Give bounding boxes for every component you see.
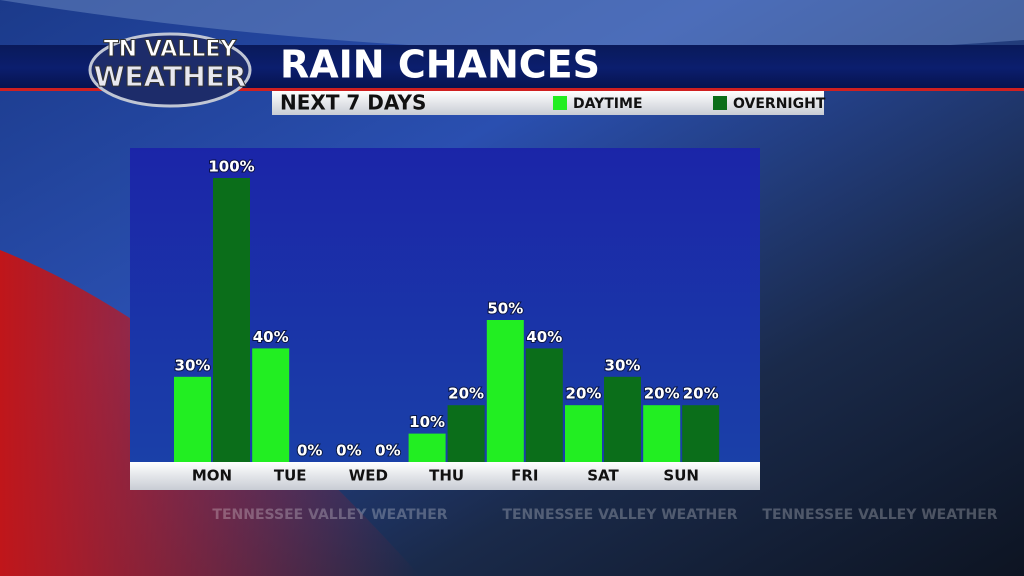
value-label: 0%	[297, 442, 322, 460]
bar	[565, 405, 602, 462]
bar	[525, 348, 563, 462]
x-tick-label: SUN	[663, 467, 699, 485]
x-tick-label: WED	[349, 467, 388, 485]
bar	[604, 376, 641, 462]
value-label: 20%	[644, 385, 680, 403]
value-label: 40%	[526, 328, 562, 346]
background-swoosh	[0, 0, 1024, 54]
value-label: 10%	[409, 413, 445, 431]
x-tick-label: THU	[429, 467, 464, 485]
value-label: 50%	[487, 300, 523, 318]
value-label: 40%	[253, 328, 289, 346]
value-label: 0%	[375, 442, 400, 460]
chart-subtitle: NEXT 7 DAYS	[280, 91, 426, 115]
legend-label: OVERNIGHT	[733, 96, 826, 112]
subtitle-strip	[272, 91, 824, 115]
bar	[447, 405, 485, 462]
x-tick-label: MON	[192, 467, 232, 485]
bar	[174, 376, 211, 462]
x-tick-label: FRI	[511, 467, 538, 485]
title-band-rule	[0, 88, 1024, 91]
watermark: TENNESSEE VALLEY WEATHER	[762, 507, 997, 523]
watermark: TENNESSEE VALLEY WEATHER	[502, 507, 737, 523]
legend-swatch	[553, 96, 567, 110]
x-tick-label: TUE	[274, 467, 307, 485]
value-label: 30%	[175, 356, 211, 374]
bar	[408, 433, 446, 462]
category-strip	[130, 462, 760, 490]
bar	[213, 178, 250, 462]
bar	[252, 348, 290, 462]
x-tick-label: SAT	[587, 467, 619, 485]
watermark: TENNESSEE VALLEY WEATHER	[212, 507, 447, 523]
legend-label: DAYTIME	[573, 96, 643, 112]
logo-text: WEATHER	[94, 60, 247, 93]
value-label: 20%	[683, 385, 719, 403]
value-label: 0%	[336, 442, 361, 460]
logo-badge	[88, 32, 252, 108]
chart-title: RAIN CHANCES	[280, 43, 600, 87]
value-label: 30%	[605, 356, 641, 374]
value-label: 20%	[448, 385, 484, 403]
value-label: 100%	[208, 158, 254, 176]
logo-text: TN VALLEY	[104, 37, 238, 62]
bar	[643, 405, 681, 462]
legend-swatch	[713, 96, 727, 110]
bar	[682, 405, 720, 462]
value-label: 20%	[566, 385, 602, 403]
bar	[486, 320, 524, 462]
